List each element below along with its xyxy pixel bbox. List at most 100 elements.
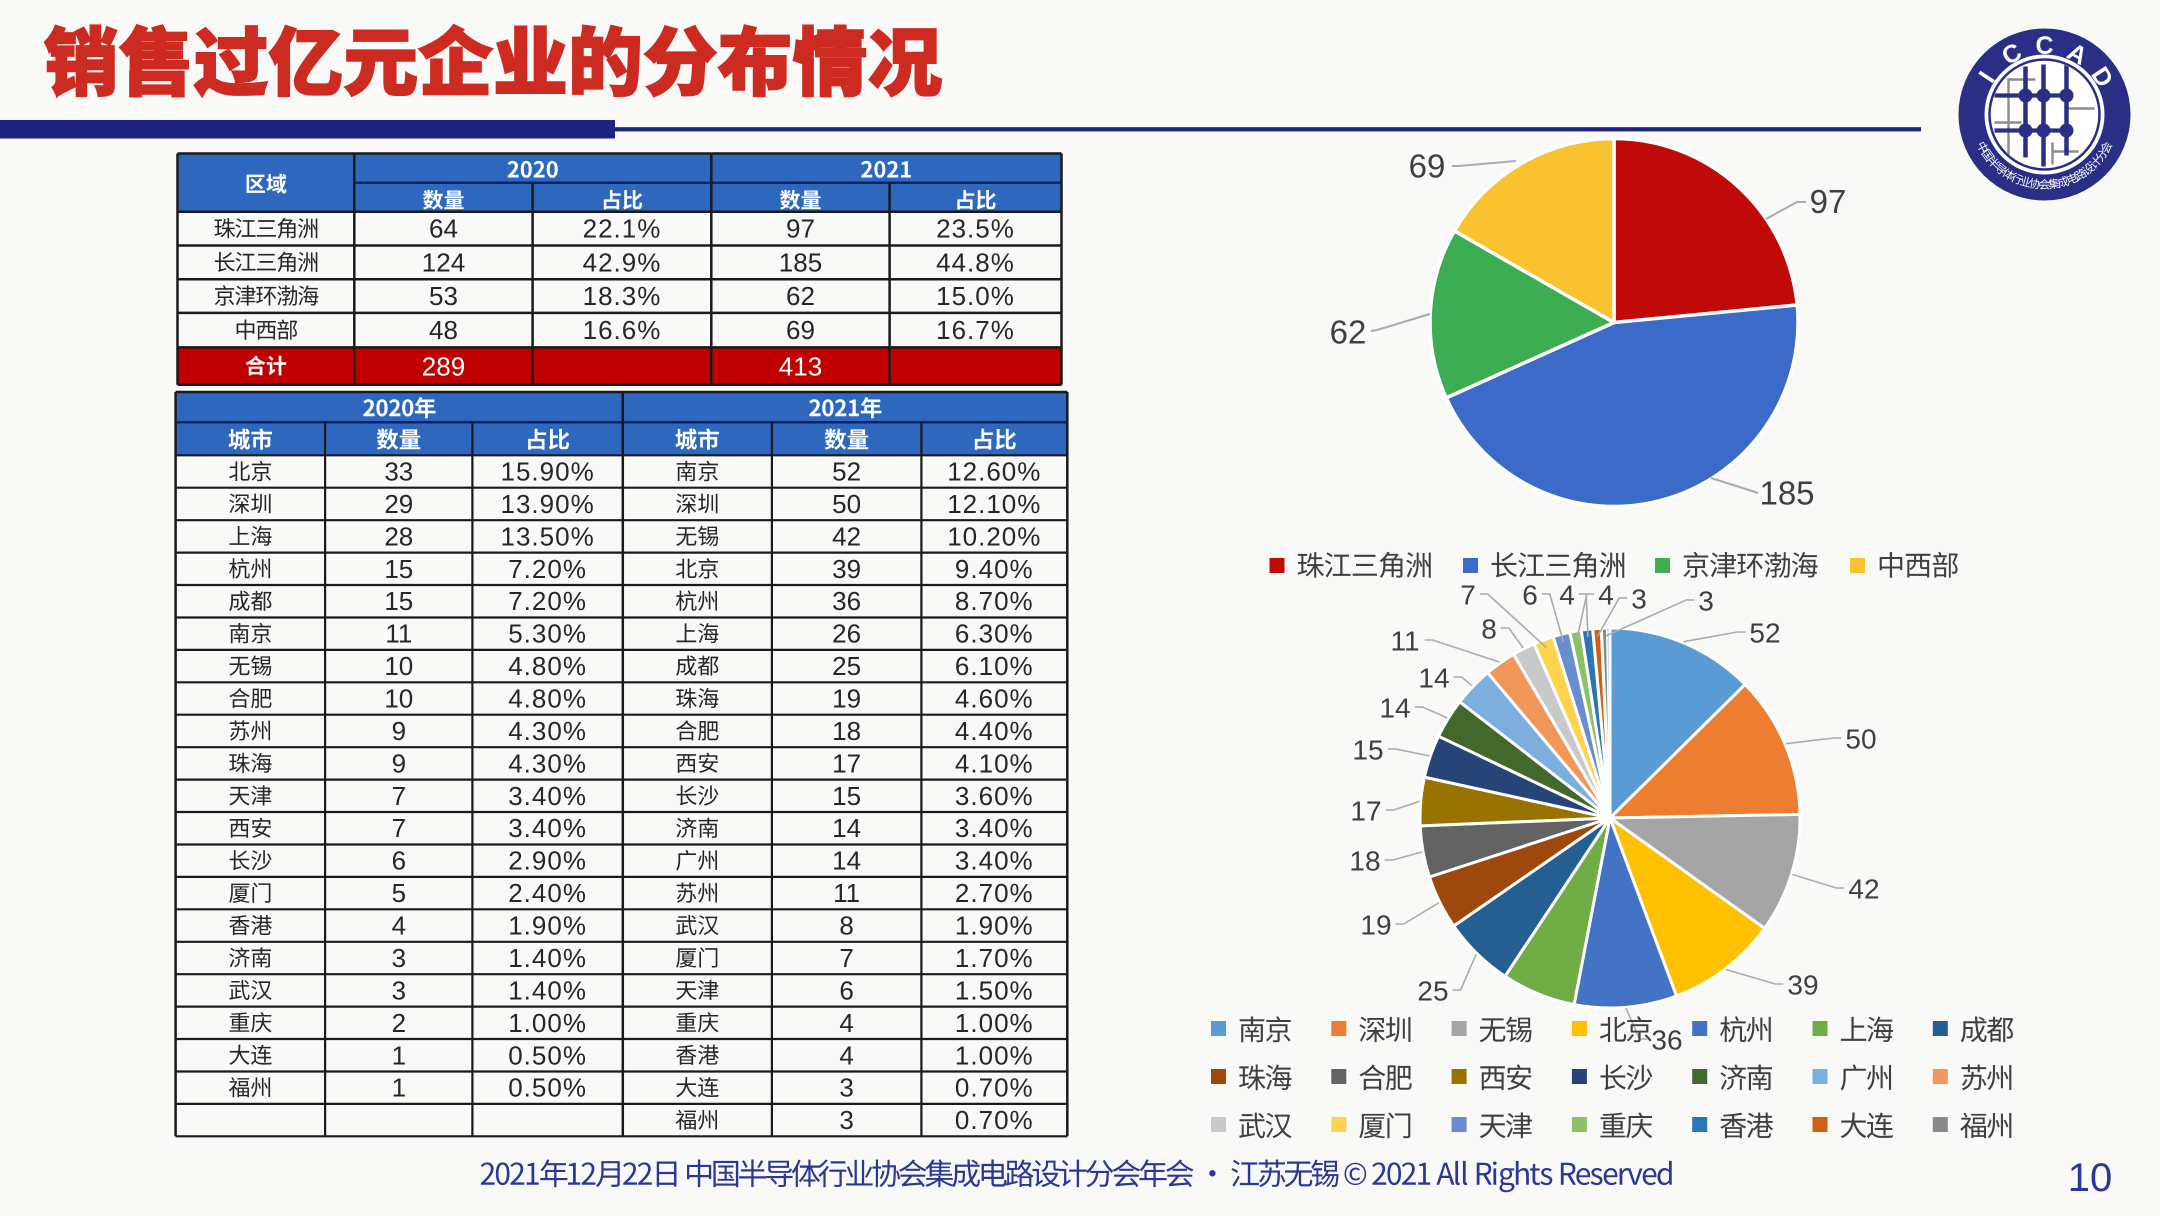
svg-text:16.6%: 16.6% — [583, 315, 662, 345]
svg-text:17: 17 — [1350, 796, 1381, 827]
svg-text:19: 19 — [1360, 910, 1391, 941]
svg-text:13.50%: 13.50% — [501, 521, 595, 551]
svg-text:2.70%: 2.70% — [955, 878, 1034, 908]
svg-text:29: 29 — [384, 489, 413, 519]
svg-text:23.5%: 23.5% — [936, 214, 1015, 244]
svg-text:33: 33 — [384, 457, 413, 487]
svg-text:15.0%: 15.0% — [936, 281, 1015, 311]
svg-text:413: 413 — [779, 351, 822, 381]
svg-text:11: 11 — [385, 619, 412, 649]
svg-text:7: 7 — [839, 943, 853, 973]
svg-text:7: 7 — [392, 813, 406, 843]
svg-text:62: 62 — [1330, 314, 1367, 351]
svg-text:C: C — [2035, 32, 2053, 60]
svg-text:4: 4 — [392, 911, 406, 941]
svg-text:1.00%: 1.00% — [955, 1040, 1034, 1070]
svg-text:6.10%: 6.10% — [955, 651, 1034, 681]
svg-text:44.8%: 44.8% — [936, 247, 1015, 277]
svg-text:3.40%: 3.40% — [508, 781, 587, 811]
svg-text:69: 69 — [786, 315, 815, 345]
svg-text:6.30%: 6.30% — [955, 619, 1034, 649]
svg-text:1: 1 — [392, 1073, 406, 1103]
svg-text:185: 185 — [1759, 475, 1814, 512]
svg-text:18: 18 — [832, 716, 861, 746]
svg-text:124: 124 — [422, 247, 465, 277]
svg-text:62: 62 — [786, 281, 815, 311]
svg-text:1.90%: 1.90% — [955, 911, 1034, 941]
svg-text:4.40%: 4.40% — [955, 716, 1034, 746]
svg-text:48: 48 — [429, 315, 458, 345]
svg-text:12.10%: 12.10% — [947, 489, 1041, 519]
svg-text:3.40%: 3.40% — [508, 813, 587, 843]
svg-text:7: 7 — [1460, 580, 1476, 611]
svg-text:11: 11 — [833, 878, 860, 908]
svg-text:3: 3 — [839, 1105, 853, 1135]
svg-text:10: 10 — [2068, 1156, 2113, 1200]
svg-text:1.00%: 1.00% — [955, 1008, 1034, 1038]
svg-text:69: 69 — [1409, 148, 1446, 185]
svg-text:11: 11 — [1390, 626, 1419, 657]
svg-text:10: 10 — [384, 684, 413, 714]
svg-text:1.70%: 1.70% — [955, 943, 1034, 973]
svg-text:10: 10 — [384, 651, 413, 681]
svg-text:15: 15 — [384, 554, 413, 584]
svg-text:7: 7 — [392, 781, 406, 811]
svg-text:97: 97 — [786, 214, 815, 244]
svg-text:2.90%: 2.90% — [508, 846, 587, 876]
svg-text:10.20%: 10.20% — [947, 521, 1041, 551]
svg-text:18: 18 — [1349, 846, 1380, 877]
svg-text:17: 17 — [832, 748, 861, 778]
svg-text:42: 42 — [1848, 874, 1879, 905]
svg-text:4: 4 — [1598, 580, 1614, 611]
svg-text:36: 36 — [1651, 1025, 1682, 1056]
svg-text:28: 28 — [384, 521, 413, 551]
svg-text:4: 4 — [839, 1008, 853, 1038]
svg-text:42: 42 — [832, 521, 861, 551]
svg-text:8: 8 — [1481, 614, 1497, 645]
svg-text:8.70%: 8.70% — [955, 586, 1034, 616]
svg-text:1: 1 — [392, 1040, 406, 1070]
svg-text:3.40%: 3.40% — [955, 813, 1034, 843]
svg-text:39: 39 — [832, 554, 861, 584]
svg-text:6: 6 — [392, 846, 406, 876]
svg-text:185: 185 — [779, 247, 822, 277]
svg-text:53: 53 — [429, 281, 458, 311]
svg-text:9.40%: 9.40% — [955, 554, 1034, 584]
svg-text:3: 3 — [1698, 586, 1714, 617]
svg-text:5.30%: 5.30% — [508, 619, 587, 649]
svg-text:97: 97 — [1810, 183, 1847, 220]
svg-text:0.70%: 0.70% — [955, 1105, 1034, 1135]
svg-text:50: 50 — [1845, 724, 1876, 755]
svg-text:3: 3 — [839, 1073, 853, 1103]
svg-text:9: 9 — [392, 716, 406, 746]
svg-text:289: 289 — [422, 351, 465, 381]
svg-text:26: 26 — [832, 619, 861, 649]
svg-text:16.7%: 16.7% — [936, 315, 1015, 345]
svg-text:2: 2 — [392, 1008, 406, 1038]
svg-text:39: 39 — [1787, 970, 1818, 1001]
svg-text:25: 25 — [832, 651, 861, 681]
svg-text:14: 14 — [1418, 663, 1449, 694]
svg-text:4.60%: 4.60% — [955, 684, 1034, 714]
svg-text:36: 36 — [832, 586, 861, 616]
svg-text:4: 4 — [839, 1040, 853, 1070]
svg-text:9: 9 — [392, 748, 406, 778]
svg-text:0.50%: 0.50% — [508, 1040, 587, 1070]
svg-text:42.9%: 42.9% — [583, 247, 662, 277]
svg-text:15.90%: 15.90% — [501, 457, 595, 487]
svg-text:22.1%: 22.1% — [583, 214, 662, 244]
svg-text:3: 3 — [392, 975, 406, 1005]
svg-text:4.30%: 4.30% — [508, 748, 587, 778]
svg-text:1.50%: 1.50% — [955, 975, 1034, 1005]
svg-text:14: 14 — [1379, 693, 1410, 724]
svg-text:13.90%: 13.90% — [501, 489, 595, 519]
svg-text:3: 3 — [1631, 584, 1647, 615]
svg-text:0.70%: 0.70% — [955, 1073, 1034, 1103]
svg-text:0.50%: 0.50% — [508, 1073, 587, 1103]
svg-text:19: 19 — [832, 684, 861, 714]
svg-text:2.40%: 2.40% — [508, 878, 587, 908]
svg-text:1.40%: 1.40% — [508, 943, 587, 973]
svg-text:4.80%: 4.80% — [508, 684, 587, 714]
svg-text:4: 4 — [1559, 580, 1575, 611]
svg-text:15: 15 — [384, 586, 413, 616]
